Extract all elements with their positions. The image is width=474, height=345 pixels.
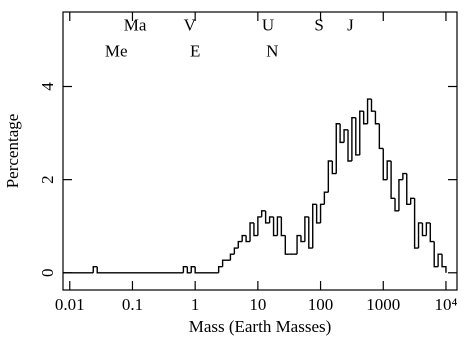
y-axis-label: Percentage <box>3 114 22 189</box>
histogram-step <box>221 259 227 267</box>
planet-label: V <box>184 15 197 34</box>
histogram-step <box>312 203 317 249</box>
planet-label: U <box>262 15 274 34</box>
histogram-step <box>296 234 301 255</box>
histogram-step <box>190 266 196 273</box>
histogram-step <box>362 111 368 125</box>
histogram-step <box>186 266 192 274</box>
x-tick-label: 1000 <box>366 295 400 314</box>
y-tick-label: 4 <box>38 82 57 91</box>
histogram-step <box>229 253 235 261</box>
histogram-step <box>249 222 254 242</box>
histogram-step <box>331 161 337 175</box>
histogram-step <box>402 172 407 180</box>
histogram-step <box>233 247 239 255</box>
histogram-step <box>92 266 98 273</box>
histogram-step <box>237 240 243 249</box>
histogram-step <box>425 222 431 236</box>
histogram-step <box>386 160 392 180</box>
histogram-step <box>429 222 435 243</box>
histogram-step <box>347 129 352 162</box>
histogram-step <box>323 191 329 205</box>
histogram-step <box>304 216 309 242</box>
histogram-step <box>260 210 266 217</box>
histogram-step <box>308 216 313 249</box>
histogram-step <box>276 216 282 236</box>
histogram-step <box>217 266 223 273</box>
planet-label: Me <box>105 41 128 60</box>
histogram-step <box>272 216 278 237</box>
histogram-step <box>417 222 423 249</box>
x-tick-label: 0.01 <box>55 295 85 314</box>
histogram-step <box>382 148 388 181</box>
planet-label: S <box>314 15 323 34</box>
x-tick-label: 10 <box>249 295 266 314</box>
histogram-step <box>409 197 415 205</box>
histogram-step <box>335 123 341 174</box>
histogram-step <box>194 266 219 274</box>
histogram-step <box>359 110 364 155</box>
histogram-step <box>441 254 447 273</box>
histogram-step <box>421 222 427 237</box>
histogram-step <box>351 117 356 162</box>
planet-label: N <box>266 41 278 60</box>
x-tick-label: 1 <box>191 295 200 314</box>
histogram-step <box>327 160 333 193</box>
histogram-step <box>437 253 443 267</box>
histogram-step <box>394 198 399 212</box>
y-tick-label: 0 <box>38 269 57 278</box>
histogram-step <box>300 235 305 243</box>
x-axis-label: Mass (Earth Masses) <box>189 317 332 336</box>
histogram-step <box>253 222 258 237</box>
histogram-step <box>355 117 360 156</box>
histogram-step <box>390 161 396 199</box>
y-tick-label: 2 <box>38 175 57 184</box>
histogram-step <box>245 235 251 243</box>
x-tick-label: 10⁴ <box>434 295 457 314</box>
histogram-step <box>366 98 372 124</box>
histogram-step <box>182 266 188 273</box>
planet-label: Ma <box>124 15 147 34</box>
planet-label: E <box>190 41 200 60</box>
histogram-step <box>257 216 262 236</box>
histogram-step <box>370 99 376 112</box>
histogram-step <box>315 204 321 224</box>
planet-label: J <box>347 15 354 34</box>
histogram-step <box>96 266 184 274</box>
histogram-step <box>413 198 419 249</box>
x-tick-label: 100 <box>308 295 334 314</box>
histogram-step <box>280 216 286 237</box>
histogram-step <box>433 241 439 268</box>
histogram-step <box>406 173 411 206</box>
histogram-step <box>343 129 349 143</box>
histogram-step <box>374 111 380 125</box>
plot-frame <box>62 11 458 291</box>
histogram-step <box>241 234 247 242</box>
x-tick-label: 0.1 <box>122 295 143 314</box>
histogram-step <box>339 123 345 144</box>
histogram-step <box>268 216 274 223</box>
histogram-step <box>398 178 403 211</box>
histogram-step <box>264 210 270 224</box>
histogram-step <box>378 123 384 150</box>
histogram-step <box>319 203 325 223</box>
histogram-step <box>284 235 290 255</box>
